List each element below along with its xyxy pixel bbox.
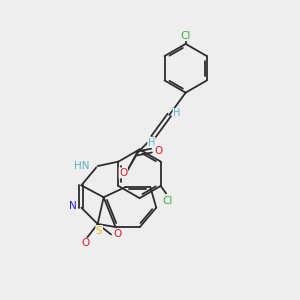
Text: O: O	[113, 230, 121, 239]
Text: Cl: Cl	[181, 31, 191, 40]
Text: N: N	[69, 201, 77, 211]
Text: HN: HN	[74, 161, 89, 171]
Text: H: H	[148, 138, 155, 148]
Text: O: O	[119, 168, 128, 178]
Text: O: O	[154, 146, 162, 156]
Text: S: S	[96, 226, 103, 236]
Text: Cl: Cl	[162, 196, 173, 206]
Text: O: O	[82, 238, 90, 248]
Text: H: H	[173, 108, 180, 118]
